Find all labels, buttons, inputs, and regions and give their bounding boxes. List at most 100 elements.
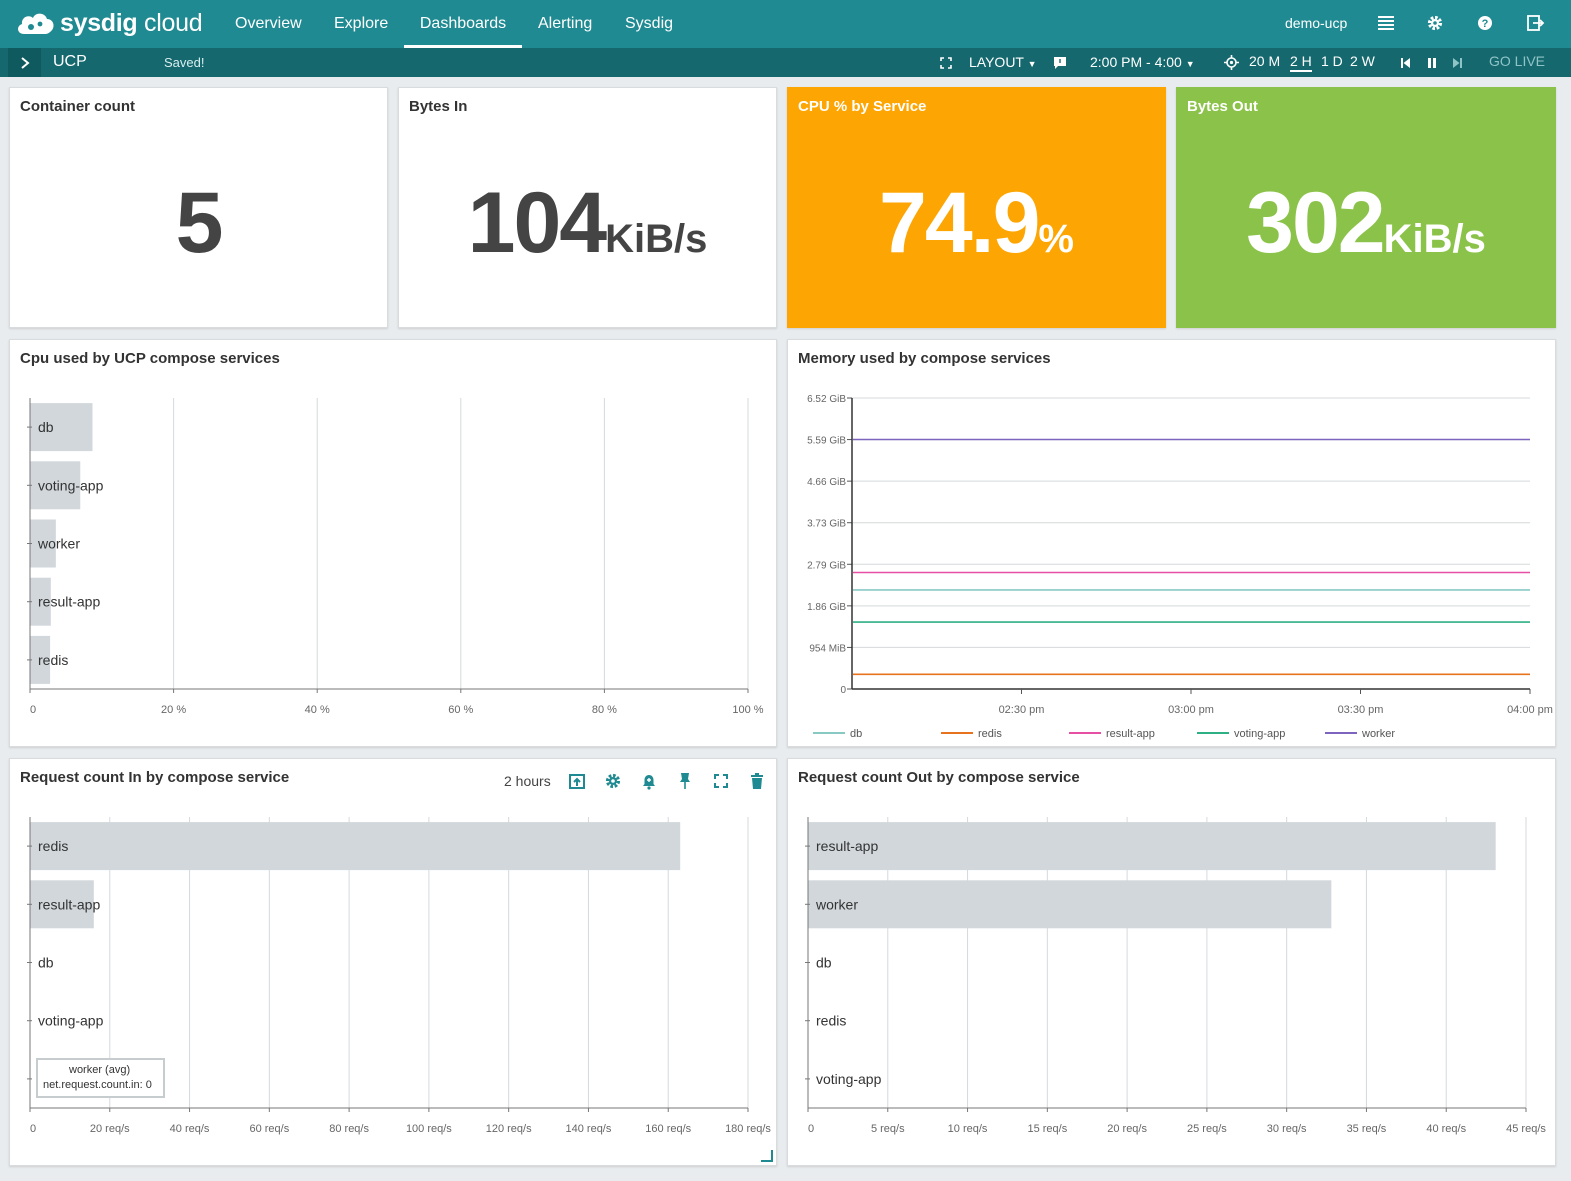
time-option-20m[interactable]: 20 M [1249,53,1281,69]
export-icon[interactable] [567,771,587,791]
legend-label: db [850,728,862,740]
alert-bell-icon[interactable] [639,771,659,791]
gear-icon[interactable] [603,771,623,791]
x-tick-label: 60 req/s [249,1123,289,1135]
bar [808,822,1496,871]
x-tick-label: 60 % [448,704,473,716]
skip-forward-icon[interactable] [1452,58,1463,68]
big-number: 74.9% [788,180,1165,282]
legend-label: voting-app [1234,728,1285,740]
sidebar-toggle-button[interactable] [8,48,41,77]
go-live-button[interactable]: GO LIVE [1489,53,1546,69]
category-label: worker [37,536,80,552]
brand-name: sysdig [60,8,138,37]
x-tick-label: 120 req/s [486,1123,532,1135]
layout-menu[interactable]: LAYOUT ▼ [969,54,1037,73]
time-option-1d[interactable]: 1 D [1321,53,1343,69]
nav-tab-explore[interactable]: Explore [334,15,389,32]
category-label: voting-app [38,477,104,493]
big-number-unit: KiB/s [605,217,708,261]
x-tick-label: 25 req/s [1187,1123,1227,1135]
panel-bytes-in[interactable]: Bytes In 104KiB/s [398,87,777,328]
nav-tab-sysdig[interactable]: Sysdig [625,15,674,32]
nav-tab-overview[interactable]: Overview [235,15,302,32]
x-tick-label: 0 [30,1123,36,1135]
y-tick-label: 0 [840,685,846,696]
list-icon[interactable] [1376,13,1396,33]
layout-label: LAYOUT [969,54,1024,70]
crosshair-icon[interactable] [1224,55,1239,70]
fullscreen-icon[interactable] [940,57,952,69]
y-tick-label: 3.73 GiB [807,519,846,530]
cpu-bar-chart: db voting-app worker result-app redis 0 20 % 40… [27,398,764,716]
panel-request-in[interactable]: Request count In by compose service 2 ho… [9,758,777,1166]
x-tick-label: 35 req/s [1347,1123,1387,1135]
skip-back-icon[interactable] [1400,58,1411,68]
x-tick-label: 0 [30,704,36,716]
category-label: db [38,955,54,971]
sysdig-logo[interactable]: sysdig cloud [14,8,203,38]
caret-down-icon: ▼ [1185,59,1195,69]
svg-text:?: ? [1482,18,1489,30]
x-tick-label: 80 req/s [329,1123,369,1135]
x-tick-label: 80 % [592,704,617,716]
help-icon[interactable]: ? [1475,13,1495,33]
trash-icon[interactable] [747,771,767,791]
big-number-value: 104 [467,175,607,271]
category-label: db [816,955,832,971]
pin-icon[interactable] [675,771,695,791]
fullscreen-icon[interactable] [711,771,731,791]
panel-cpu-ucp[interactable]: Cpu used by UCP compose services db votin… [9,339,777,747]
panel-memory[interactable]: Memory used by compose services 0 954 MiB… [787,339,1556,747]
panel-request-out[interactable]: Request count Out by compose service res… [787,758,1556,1166]
panel-title: Bytes In [409,98,468,115]
x-tick-label: 140 req/s [566,1123,612,1135]
panel-bytes-out[interactable]: Bytes Out 302KiB/s [1176,87,1556,328]
x-tick-label: 0 [808,1123,814,1135]
dashboard-name[interactable]: UCP [53,53,87,70]
legend-label: worker [1361,728,1395,740]
x-tick-label: 20 req/s [1107,1123,1147,1135]
category-label: db [38,419,54,435]
x-tick-label: 100 % [732,704,763,716]
time-range-picker[interactable]: 2:00 PM - 4:00 ▼ [1090,54,1195,73]
bar [30,822,681,871]
time-option-2w[interactable]: 2 W [1350,53,1375,69]
user-menu[interactable]: demo-ucp [1285,15,1348,31]
category-label: worker [815,896,858,912]
panel-title: Bytes Out [1187,98,1258,115]
comment-icon[interactable] [1053,56,1067,70]
nav-tab-dashboards[interactable]: Dashboards [404,0,522,48]
x-tick-label: 15 req/s [1027,1123,1067,1135]
category-label: voting-app [38,1013,104,1029]
bar [30,403,93,452]
panel-container-count[interactable]: Container count 5 [9,87,388,328]
big-number: 5 [10,180,387,266]
x-tick-label: 20 req/s [90,1123,130,1135]
panel-title: Request count Out by compose service [798,769,1080,786]
x-tick-label: 45 req/s [1506,1123,1546,1135]
gear-icon[interactable] [1425,13,1445,33]
resize-handle[interactable] [761,1150,773,1162]
logout-icon[interactable] [1525,13,1545,33]
nav-tab-alerting[interactable]: Alerting [538,15,593,32]
chart-tooltip: worker (avg) net.request.count.in: 0 [36,1058,165,1098]
x-tick-label: 03:30 pm [1338,704,1384,716]
category-label: redis [38,652,68,668]
category-label: voting-app [816,1071,882,1087]
pause-icon[interactable] [1427,58,1437,68]
request-out-bar-chart: result-app worker db redis voting-app 0 5 req/… [805,817,1546,1135]
panel-range-label[interactable]: 2 hours [504,773,551,789]
time-option-2h[interactable]: 2 H [1290,53,1312,72]
x-tick-label: 02:30 pm [999,704,1045,716]
y-tick-label: 954 MiB [809,643,846,654]
category-label: redis [816,1013,846,1029]
x-tick-label: 30 req/s [1267,1123,1307,1135]
panel-title: Request count In by compose service [20,769,290,786]
legend-label: redis [978,728,1002,740]
bar [30,577,51,626]
x-tick-label: 5 req/s [871,1123,905,1135]
chevron-right-icon [20,56,30,69]
panel-cpu-by-service[interactable]: CPU % by Service 74.9% [787,87,1166,328]
